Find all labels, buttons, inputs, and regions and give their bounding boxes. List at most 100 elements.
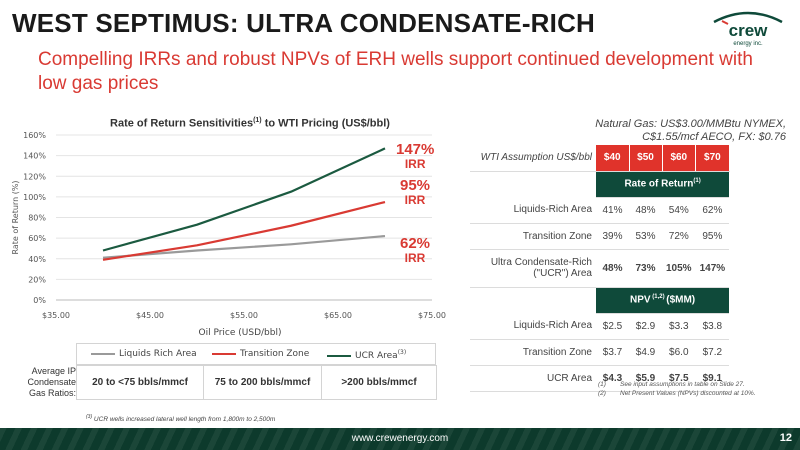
x-tick-label: $35.00 bbox=[42, 311, 70, 320]
table-cell: 48% bbox=[629, 197, 662, 224]
y-tick-label: 160% bbox=[23, 131, 46, 140]
irr-annotation-transition: 95% IRR bbox=[400, 178, 430, 206]
table-row: Transition Zone $3.7 $4.9 $6.0 $7.2 bbox=[470, 339, 730, 366]
irr-annotation-liquids: 62% IRR bbox=[400, 236, 430, 264]
note-item: (2) Net Present Values (NPVs) discounted … bbox=[598, 389, 756, 398]
irr-line-chart: 0% 20% 40% 60% 80% 100% 120% 140% 160% $35.00 $45.… bbox=[11, 131, 446, 338]
table-cell: $5.9 bbox=[629, 365, 662, 392]
row-label: Transition Zone bbox=[470, 223, 596, 250]
ucr-footnote-sup: (3) bbox=[86, 414, 93, 420]
table-cell: $9.1 bbox=[695, 365, 730, 392]
irr-unit-ucr: IRR bbox=[404, 156, 426, 171]
legend-label-ucr: UCR Area bbox=[355, 351, 398, 361]
table-cell: $3.7 bbox=[596, 339, 629, 366]
y-tick-label: 120% bbox=[23, 172, 46, 181]
table-cell: 147% bbox=[695, 249, 730, 288]
series-line-liquids-rich-area bbox=[102, 234, 386, 259]
ratios-table: 20 to <75 bbls/mmcf 75 to 200 bbls/mmcf … bbox=[76, 365, 437, 400]
row-label: Liquids-Rich Area bbox=[470, 197, 596, 224]
table-cell: $7.2 bbox=[695, 339, 730, 366]
row-label: Liquids-Rich Area bbox=[470, 313, 596, 340]
irr-value-ucr: 147% bbox=[396, 141, 435, 158]
page-number: 12 bbox=[779, 432, 792, 444]
table-row: UCR Area $4.3 $5.9 $7.5 $9.1 bbox=[470, 365, 730, 392]
irr-value-transition: 95% bbox=[400, 177, 431, 194]
x-tick-label: $45.00 bbox=[136, 311, 164, 320]
legend-item-ucr: UCR Area(3) bbox=[327, 349, 406, 361]
npv-band-text: NPV bbox=[630, 294, 651, 306]
wti-price-40: $40 bbox=[596, 145, 630, 172]
ucr-footnote: (3) UCR wells increased lateral well len… bbox=[86, 414, 275, 423]
slide-subtitle: Compelling IRRs and robust NPVs of ERH w… bbox=[38, 49, 753, 94]
legend-item-liquids: Liquids Rich Area bbox=[91, 349, 197, 359]
ucr-footnote-text: UCR wells increased lateral well length … bbox=[92, 416, 276, 424]
chart-title-text: Rate of Return Sensitivities bbox=[110, 117, 254, 130]
x-axis-label: Oil Price (USD/bbl) bbox=[199, 328, 282, 338]
wti-price-50: $50 bbox=[629, 145, 663, 172]
note-number: (2) bbox=[598, 390, 606, 397]
table-cell: 53% bbox=[629, 223, 662, 250]
ror-band-row: Rate of Return(1) bbox=[470, 171, 730, 198]
npv-band-row: NPV (1,2) ($MM) bbox=[470, 287, 730, 314]
table-cell: 48% bbox=[596, 249, 629, 288]
wti-price-60: $60 bbox=[662, 145, 697, 172]
irr-annotation-ucr: 147% IRR bbox=[396, 142, 434, 170]
table-cell: $4.3 bbox=[596, 365, 629, 392]
table-cell: 54% bbox=[662, 197, 696, 224]
legend-swatch-transition bbox=[212, 352, 236, 355]
gas-price-note: Natural Gas: US$3.00/MMBtu NYMEX, C$1.55… bbox=[595, 118, 786, 143]
npv-band-spacer bbox=[470, 287, 596, 313]
logo-arc bbox=[713, 11, 783, 24]
logo-tagline: energy inc. bbox=[733, 41, 763, 47]
table-row: Liquids-Rich Area $2.5 $2.9 $3.3 $3.8 bbox=[470, 313, 730, 340]
y-tick-label: 40% bbox=[28, 255, 46, 264]
sensitivity-table: WTI Assumption US$/bbl $40 $50 $60 $70 R… bbox=[470, 145, 730, 392]
legend-ucr-sup: (3) bbox=[397, 349, 407, 356]
irr-value-liquids: 62% bbox=[400, 235, 431, 252]
table-row: Liquids-Rich Area 41% 48% 54% 62% bbox=[470, 197, 730, 224]
table-row: Transition Zone 39% 53% 72% 95% bbox=[470, 223, 730, 250]
legend-label-liquids: Liquids Rich Area bbox=[119, 349, 197, 359]
wti-header-row: WTI Assumption US$/bbl $40 $50 $60 $70 bbox=[470, 145, 730, 172]
table-cell: $4.9 bbox=[629, 339, 662, 366]
ratio-cell-transition: 75 to 200 bbls/mmcf bbox=[203, 365, 322, 400]
irr-unit-transition: IRR bbox=[404, 192, 426, 207]
table-cell: 95% bbox=[695, 223, 730, 250]
npv-band: NPV (1,2) ($MM) bbox=[596, 287, 730, 314]
row-label: UCR Area bbox=[470, 365, 596, 392]
series-line-ucr-area bbox=[102, 147, 386, 252]
ratio-cell-ucr: >200 bbls/mmcf bbox=[321, 365, 437, 400]
footer-url[interactable]: www.crewenergy.com bbox=[351, 433, 449, 444]
x-tick-label: $75.00 bbox=[418, 311, 446, 320]
logo-tick bbox=[721, 20, 729, 25]
ror-band-text: Rate of Return bbox=[624, 178, 694, 190]
y-tick-label: 140% bbox=[23, 152, 46, 161]
x-tick-label: $55.00 bbox=[230, 311, 258, 320]
npv-band-sup: (1,2) bbox=[650, 294, 667, 301]
ror-band-sup: (1) bbox=[693, 178, 701, 185]
table-cell: $2.5 bbox=[596, 313, 629, 340]
wti-price-70: $70 bbox=[695, 145, 730, 172]
ror-band: Rate of Return(1) bbox=[596, 171, 730, 198]
table-cell: $6.0 bbox=[662, 339, 696, 366]
series-line-transition-zone bbox=[102, 200, 386, 261]
table-cell: $3.3 bbox=[662, 313, 696, 340]
y-tick-label: 20% bbox=[28, 275, 46, 284]
note-text: See input assumptions in table on Slide … bbox=[620, 381, 745, 388]
chart-legend: Liquids Rich Area Transition Zone UCR Ar… bbox=[76, 343, 436, 365]
ratio-cell-liquids: 20 to <75 bbls/mmcf bbox=[76, 365, 204, 400]
y-tick-label: 0% bbox=[33, 296, 46, 305]
row-label: Ultra Condensate-Rich ("UCR") Area bbox=[470, 249, 596, 288]
note-text: Net Present Values (NPVs) discounted at … bbox=[620, 390, 756, 397]
legend-item-transition: Transition Zone bbox=[212, 349, 309, 359]
ror-band-spacer bbox=[470, 171, 596, 197]
table-cell: 105% bbox=[662, 249, 696, 288]
footer-texture bbox=[0, 428, 800, 450]
table-row: Ultra Condensate-Rich ("UCR") Area 48% 7… bbox=[470, 249, 730, 288]
y-tick-label: 60% bbox=[28, 234, 46, 243]
table-cell: $3.8 bbox=[695, 313, 730, 340]
ratios-label: Average IP Condensate Gas Ratios: bbox=[27, 366, 76, 398]
legend-swatch-liquids bbox=[91, 352, 115, 355]
table-cell: 39% bbox=[596, 223, 629, 250]
table-cell: 62% bbox=[695, 197, 730, 224]
